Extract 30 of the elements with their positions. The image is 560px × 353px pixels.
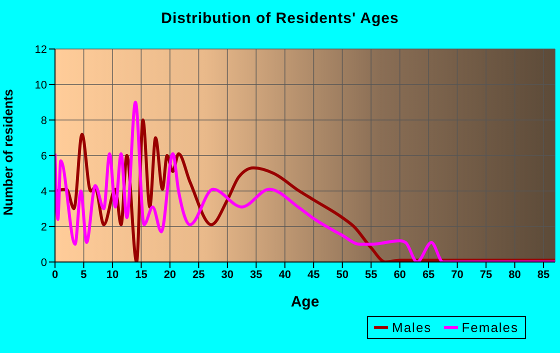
- x-tick-label: 50: [336, 268, 348, 281]
- y-tick-label: 6: [40, 150, 47, 162]
- x-tick-label: 80: [508, 268, 521, 281]
- legend-label: Females: [460, 320, 519, 335]
- x-tick-label: 30: [221, 268, 234, 281]
- y-tick-label: 8: [40, 114, 47, 127]
- x-tick-label: 20: [164, 268, 176, 281]
- x-tick-label: 40: [278, 268, 292, 281]
- x-tick-label: 45: [307, 268, 320, 281]
- y-tick-label: 0: [40, 256, 47, 269]
- x-tick-label: 35: [250, 268, 262, 281]
- y-tick-label: 4: [40, 186, 47, 198]
- x-tick-label: 10: [106, 268, 119, 281]
- y-tick-label: 2: [40, 221, 47, 234]
- y-axis-title: Number of residents: [0, 89, 16, 216]
- x-tick-label: 15: [135, 268, 148, 281]
- chart-title: Distribution of Residents' Ages: [160, 10, 400, 27]
- legend-label: Males: [391, 320, 432, 335]
- y-tick-label: 12: [34, 44, 47, 56]
- x-tick-label: 70: [451, 268, 464, 281]
- x-tick-label: 75: [480, 268, 492, 281]
- x-tick-label: 0: [52, 268, 58, 281]
- x-tick-label: 5: [80, 268, 87, 281]
- x-tick-label: 60: [394, 268, 406, 281]
- x-axis-title: Age: [290, 294, 320, 311]
- x-tick-label: 65: [422, 268, 435, 281]
- x-tick-label: 25: [192, 268, 205, 281]
- x-tick-label: 55: [364, 268, 378, 281]
- y-tick-label: 10: [34, 79, 47, 92]
- x-tick-label: 85: [537, 268, 550, 281]
